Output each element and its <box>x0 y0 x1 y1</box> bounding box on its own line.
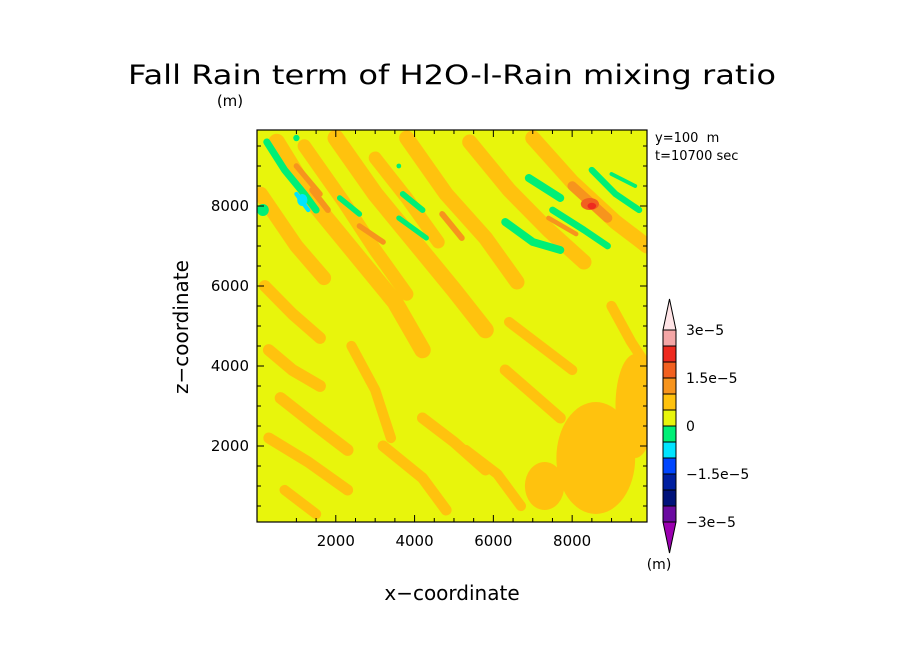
contour-band-25 <box>439 211 465 241</box>
contour-blob-41 <box>396 163 402 169</box>
y-tick-label: 8000 <box>211 197 249 215</box>
colorbar-level <box>662 473 677 491</box>
colorbar-tick-label: 1.5e−5 <box>686 371 738 387</box>
contour-blob-21 <box>615 354 647 458</box>
contour-band-26 <box>546 215 579 237</box>
colorbar-level <box>662 425 677 443</box>
title-unit: (m) <box>217 92 243 110</box>
contour-band-33 <box>399 191 426 213</box>
x-tick-label: 8000 <box>553 532 591 550</box>
colorbar-level <box>662 505 677 523</box>
x-axis-label: x−coordinate <box>384 581 519 605</box>
y-axis-label: z−coordinate <box>169 260 193 394</box>
colorbar-tick-label: −3e−5 <box>686 515 736 531</box>
colorbar-level <box>662 345 677 363</box>
contour-band-17 <box>460 444 526 512</box>
y-tick-label: 2000 <box>211 437 249 455</box>
contour-band-28 <box>293 163 323 197</box>
contour-band-23 <box>309 187 331 213</box>
colorbar-tick-label: −1.5e−5 <box>686 467 749 483</box>
y-tick-label: 6000 <box>211 277 249 295</box>
contour-blob-30 <box>587 202 597 210</box>
contour-band-35 <box>501 218 565 254</box>
contour-band-19 <box>279 484 322 520</box>
x-tick-label: 2000 <box>317 532 355 550</box>
contour-band-31 <box>263 138 320 214</box>
info-line-1: y=100 m <box>655 131 719 146</box>
info-line-2: t=10700 sec <box>655 149 738 164</box>
contour-blob-44 <box>297 194 308 206</box>
colorbar-level <box>662 489 677 507</box>
plot-axes: 2000 4000 6000 8000 2000 4000 6000 8000 <box>211 129 648 550</box>
contour-blob-22 <box>524 462 565 510</box>
contour-field <box>257 130 647 522</box>
x-tick-label: 6000 <box>474 532 512 550</box>
contour-band-8 <box>259 280 326 344</box>
y-tick-label: 4000 <box>211 357 249 375</box>
colorbar-tick-label: 3e−5 <box>686 323 724 339</box>
colorbar: 3e−5 1.5e−5 0 −1.5e−5 −3e−5 <box>662 298 749 554</box>
contour-band-12 <box>346 340 396 444</box>
contour-blob-42 <box>293 134 300 142</box>
colorbar-tick-label: 0 <box>686 419 695 435</box>
contour-band-38 <box>588 166 643 214</box>
contour-band-2 <box>399 130 525 290</box>
contour-band-39 <box>609 172 638 188</box>
contour-band-0 <box>268 133 431 359</box>
contour-band-36 <box>549 206 611 250</box>
contour-band-24 <box>356 223 386 245</box>
colorbar-triangle-bottom <box>662 521 677 554</box>
colorbar-level <box>662 377 677 395</box>
contour-band-32 <box>336 195 363 217</box>
colorbar-level <box>662 441 677 459</box>
colorbar-level <box>662 457 677 475</box>
colorbar-triangle-top <box>662 298 677 331</box>
contour-band-16 <box>504 316 578 376</box>
contour-band-37 <box>524 174 565 202</box>
colorbar-level <box>662 409 677 427</box>
colorbar-unit: (m) <box>647 557 672 573</box>
contour-band-1 <box>327 130 494 339</box>
chart-title: Fall Rain term of H2O-l-Rain mixing rati… <box>128 60 776 91</box>
contour-band-15 <box>499 364 566 424</box>
colorbar-level <box>662 393 677 411</box>
x-tick-label: 4000 <box>395 532 433 550</box>
contour-band-5 <box>257 186 332 286</box>
contour-band-11 <box>263 432 354 496</box>
contour-blob-40 <box>257 204 269 216</box>
contour-blob-20 <box>556 402 636 514</box>
contour-band-34 <box>396 215 429 241</box>
contour-band-14 <box>377 440 452 516</box>
contour-band-3 <box>462 134 592 270</box>
colorbar-level <box>662 361 677 379</box>
colorbar-level <box>662 329 677 347</box>
contour-band-10 <box>274 392 354 456</box>
contour-band-9 <box>262 344 326 392</box>
